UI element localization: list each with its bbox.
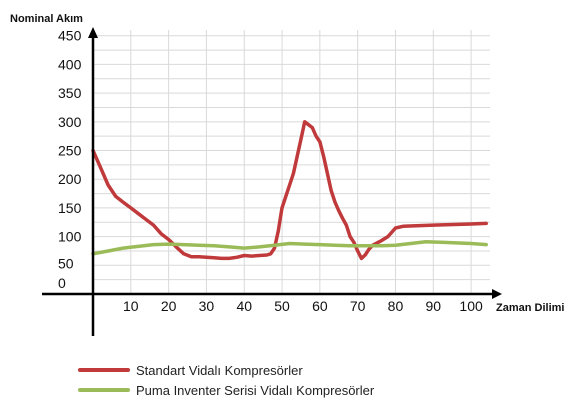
y-tick-label: 50 [58, 255, 74, 271]
chart-axes [42, 27, 502, 336]
x-tick-label: 100 [459, 298, 483, 314]
chart-tick-labels: 0 50 100 150 200 250 300 350 400 450 10 20 30 40 50 60 7… [58, 28, 483, 314]
x-tick-label: 80 [388, 298, 404, 314]
y-tick-label: 150 [58, 200, 82, 216]
x-tick-label: 50 [274, 298, 290, 314]
y-tick-label: 350 [58, 85, 82, 101]
x-tick-label: 30 [199, 298, 215, 314]
legend-item-standart: Standart Vidalı Kompresörler [78, 360, 374, 380]
legend-swatch-standart [78, 368, 130, 372]
x-tick-label: 70 [350, 298, 366, 314]
y-tick-label: 250 [58, 143, 82, 159]
y-axis-title: Nominal Akım [10, 13, 83, 25]
chart-legend: Standart Vidalı Kompresörler Puma Invent… [78, 360, 374, 400]
x-tick-label: 60 [312, 298, 328, 314]
x-tick-label: 90 [425, 298, 441, 314]
legend-label-standart: Standart Vidalı Kompresörler [136, 362, 303, 378]
x-axis-arrow [492, 289, 502, 299]
x-axis-title: Zaman Dilimi [496, 302, 564, 314]
y-tick-label: 0 [58, 275, 66, 291]
y-tick-label: 200 [58, 171, 82, 187]
y-tick-label: 450 [58, 28, 82, 44]
legend-label-puma: Puma Inventer Serisi Vidalı Kompresörler [136, 382, 375, 398]
series-line-puma [91, 240, 488, 256]
y-axis-arrow [88, 27, 98, 38]
y-tick-label: 300 [58, 114, 82, 130]
legend-swatch-puma [78, 388, 130, 392]
x-tick-label: 10 [123, 298, 139, 314]
legend-item-puma: Puma Inventer Serisi Vidalı Kompresörler [78, 380, 374, 400]
x-tick-label: 20 [161, 298, 177, 314]
series-line-standart [91, 120, 488, 261]
y-tick-label: 400 [58, 56, 82, 72]
y-tick-label: 100 [58, 229, 82, 245]
x-tick-label: 40 [236, 298, 252, 314]
chart-series-group [91, 120, 488, 261]
chart-grid [92, 30, 490, 295]
